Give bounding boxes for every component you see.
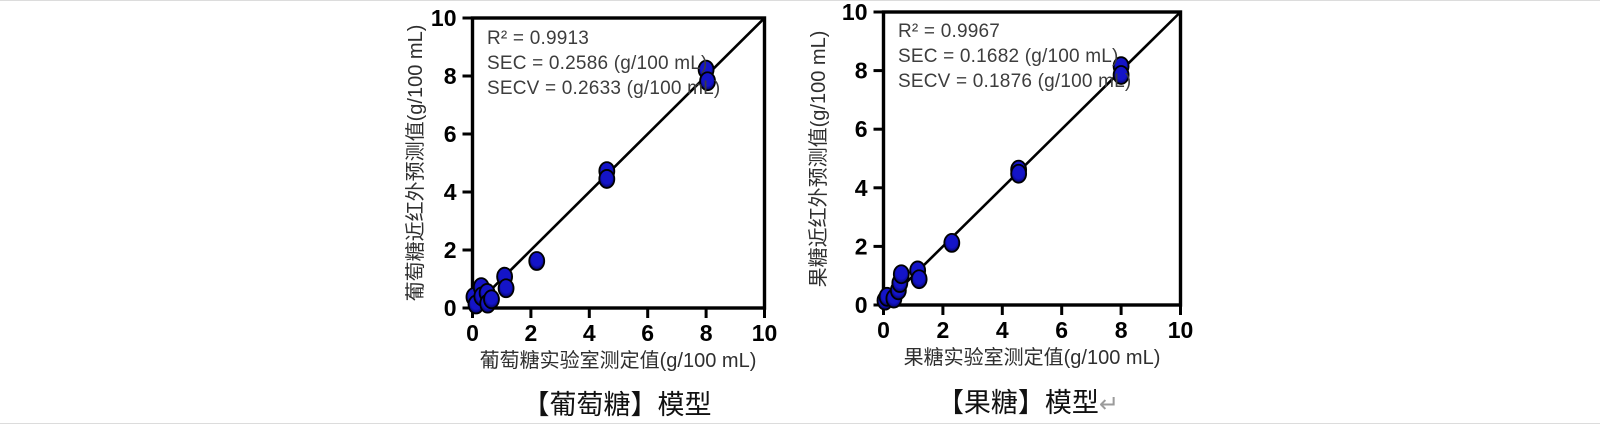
x-tick-label: 4: [583, 320, 596, 346]
x-tick-label: 10: [1168, 317, 1194, 343]
x-tick-label: 6: [641, 320, 654, 346]
data-point: [1010, 163, 1028, 184]
x-tick-label: 8: [700, 320, 713, 346]
secv-value: SECV = 0.2633 (g/100 mL): [487, 78, 721, 99]
data-point: [943, 232, 961, 253]
caption-text: 【果糖】模型: [936, 388, 1099, 418]
x-axis-label-glucose: 葡萄糖实验室测定值(g/100 mL): [479, 350, 757, 372]
x-tick-label: 6: [1055, 317, 1068, 343]
data-point: [699, 71, 716, 92]
y-tick-label: 4: [444, 179, 457, 205]
caption-text: 【葡萄糖】模型: [522, 390, 712, 420]
r2-value: R² = 0.9967: [898, 21, 1001, 42]
data-point: [910, 269, 928, 290]
data-point: [483, 289, 500, 310]
r2-value: R² = 0.9913: [487, 28, 590, 49]
top-border-line: [0, 0, 1600, 1]
caption-glucose-model: 【葡萄糖】模型: [437, 383, 797, 422]
stats-annotation-glucose: R² = 0.9913 SEC = 0.2586 (g/100 mL) SECV…: [487, 26, 720, 101]
identity-line: [882, 11, 1182, 306]
x-tick-label: 8: [1115, 317, 1128, 343]
x-tick-label: 0: [877, 317, 890, 343]
data-point: [598, 169, 616, 189]
y-axis-label-fructose: 果糖近红外预测值(g/100 mL): [808, 30, 830, 288]
y-tick-label: 0: [855, 292, 868, 318]
y-tick-label: 6: [855, 116, 868, 142]
y-tick-label: 10: [431, 5, 457, 31]
y-tick-label: 6: [444, 121, 457, 147]
data-point: [497, 278, 515, 299]
data-point: [892, 264, 910, 285]
y-axis-label-glucose: 葡萄糖近红外预测值(g/100 mL): [405, 24, 427, 302]
y-tick-label: 8: [855, 58, 868, 84]
x-tick-label: 10: [752, 320, 778, 346]
sec-value: SEC = 0.2586 (g/100 mL): [487, 53, 708, 74]
y-tick-label: 2: [444, 237, 457, 263]
x-tick-label: 2: [525, 320, 538, 346]
data-point: [528, 251, 546, 271]
y-tick-label: 8: [444, 63, 457, 89]
stats-annotation-fructose: R² = 0.9967 SEC = 0.1682 (g/100 mL) SECV…: [898, 19, 1131, 94]
y-tick-label: 4: [855, 175, 868, 201]
x-tick-label: 0: [466, 320, 479, 346]
plot-frame: [470, 16, 767, 310]
y-tick-label: 2: [855, 233, 868, 259]
secv-value: SECV = 0.1876 (g/100 mL): [898, 71, 1132, 92]
plot-frame: [881, 10, 1183, 307]
sec-value: SEC = 0.1682 (g/100 mL): [898, 46, 1119, 67]
x-tick-label: 2: [937, 317, 950, 343]
caption-fructose-model: 【果糖】模型↵: [848, 381, 1208, 420]
x-axis-label-fructose: 果糖实验室测定值(g/100 mL): [903, 347, 1161, 369]
y-tick-label: 0: [444, 295, 457, 321]
data-point: [1112, 65, 1130, 85]
identity-line: [471, 17, 766, 309]
x-tick-label: 4: [996, 317, 1009, 343]
y-tick-label: 10: [842, 0, 868, 25]
paragraph-return-mark: ↵: [1098, 390, 1120, 418]
